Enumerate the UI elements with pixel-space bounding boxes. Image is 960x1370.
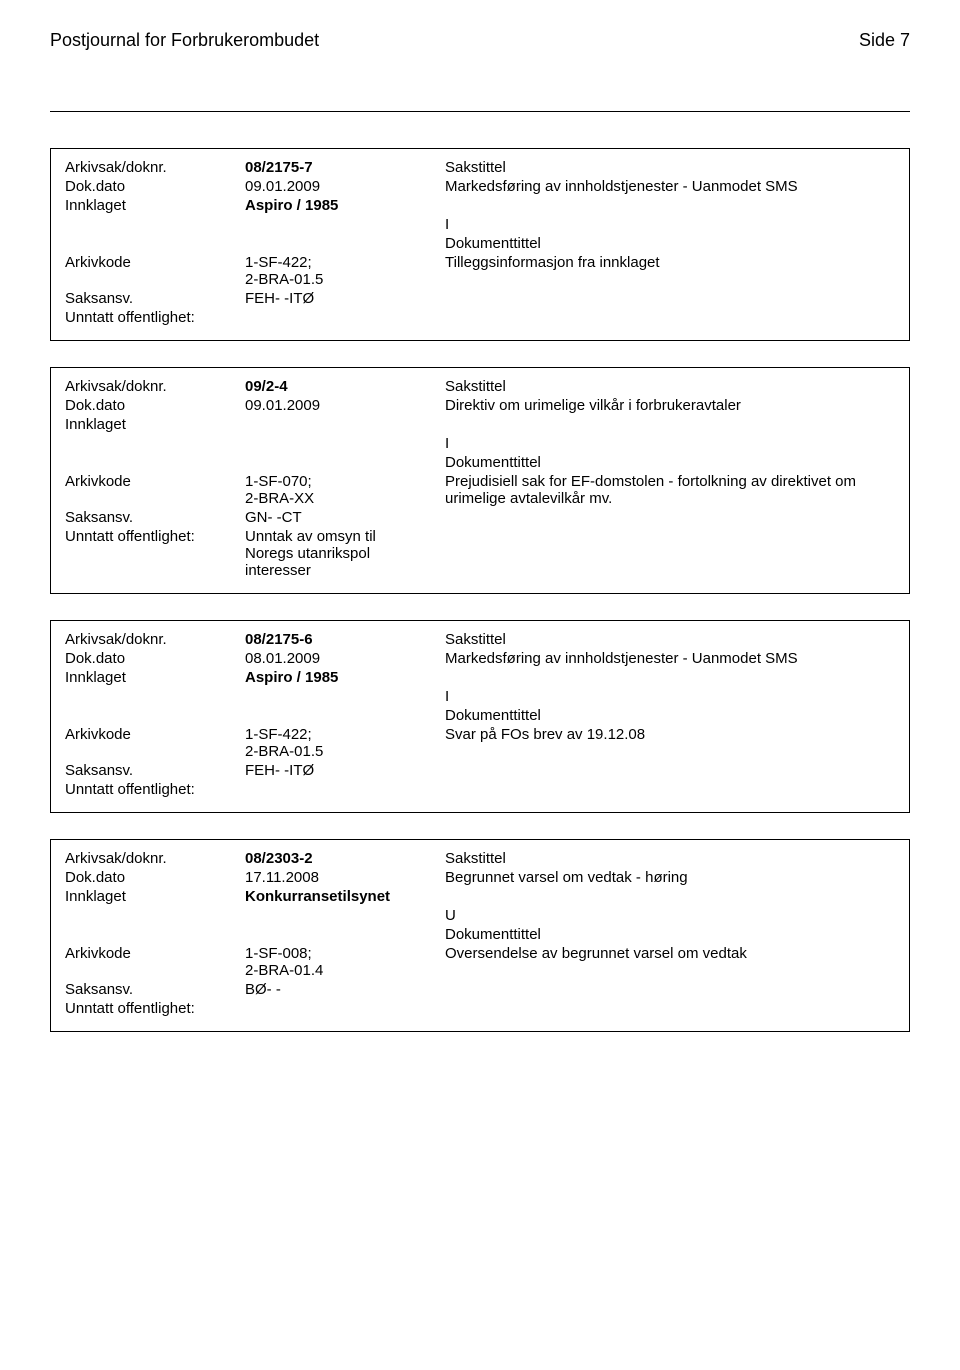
label-arkivsak: Arkivsak/doknr. <box>65 159 245 176</box>
value-arkivkode: 1-SF-070; 2-BRA-XX <box>245 473 445 507</box>
value-sakstittel: Begrunnet varsel om vedtak - høring <box>445 869 895 886</box>
value-arkivsak: 08/2175-7 <box>245 159 445 176</box>
value-saksansv: GN- -CT <box>245 509 445 526</box>
label-innklaget: Innklaget <box>65 416 245 433</box>
label-dokumenttittel: Dokumenttittel <box>445 707 895 724</box>
value-io: I <box>445 435 895 452</box>
label-saksansv: Saksansv. <box>65 509 245 526</box>
value-arkivsak: 08/2175-6 <box>245 631 445 648</box>
label-dokdato: Dok.dato <box>65 869 245 886</box>
record: Arkivsak/doknr. 08/2175-7 Sakstittel Dok… <box>50 148 910 341</box>
value-doktittel: Oversendelse av begrunnet varsel om vedt… <box>445 945 895 962</box>
label-dokdato: Dok.dato <box>65 650 245 667</box>
label-saksansv: Saksansv. <box>65 290 245 307</box>
value-arkivsak: 08/2303-2 <box>245 850 445 867</box>
value-saksansv: FEH- -ITØ <box>245 762 445 779</box>
label-innklaget: Innklaget <box>65 669 245 686</box>
label-unntatt: Unntatt offentlighet: <box>65 528 245 545</box>
label-arkivkode: Arkivkode <box>65 473 245 490</box>
label-dokdato: Dok.dato <box>65 178 245 195</box>
label-dokumenttittel: Dokumenttittel <box>445 235 895 252</box>
label-unntatt: Unntatt offentlighet: <box>65 1000 245 1017</box>
label-dokumenttittel: Dokumenttittel <box>445 926 895 943</box>
page-header: Postjournal for Forbrukerombudet Side 7 <box>50 30 910 51</box>
label-arkivsak: Arkivsak/doknr. <box>65 631 245 648</box>
record: Arkivsak/doknr. 08/2175-6 Sakstittel Dok… <box>50 620 910 813</box>
value-dokdato: 17.11.2008 <box>245 869 445 886</box>
header-rule <box>50 111 910 112</box>
value-sakstittel: Markedsføring av innholdstjenester - Uan… <box>445 650 895 667</box>
record: Arkivsak/doknr. 08/2303-2 Sakstittel Dok… <box>50 839 910 1032</box>
value-saksansv: BØ- - <box>245 981 445 998</box>
label-sakstittel: Sakstittel <box>445 378 895 395</box>
label-saksansv: Saksansv. <box>65 981 245 998</box>
page-number: Side 7 <box>859 30 910 51</box>
label-dokumenttittel: Dokumenttittel <box>445 454 895 471</box>
value-arkivsak: 09/2-4 <box>245 378 445 395</box>
records-container: Arkivsak/doknr. 08/2175-7 Sakstittel Dok… <box>50 148 910 1032</box>
value-io: I <box>445 216 895 233</box>
record: Arkivsak/doknr. 09/2-4 Sakstittel Dok.da… <box>50 367 910 594</box>
label-dokdato: Dok.dato <box>65 397 245 414</box>
page-title: Postjournal for Forbrukerombudet <box>50 30 319 51</box>
label-unntatt: Unntatt offentlighet: <box>65 309 245 326</box>
label-sakstittel: Sakstittel <box>445 159 895 176</box>
value-doktittel: Prejudisiell sak for EF-domstolen - fort… <box>445 473 895 507</box>
value-arkivkode: 1-SF-422; 2-BRA-01.5 <box>245 254 445 288</box>
label-sakstittel: Sakstittel <box>445 850 895 867</box>
value-arkivkode: 1-SF-422; 2-BRA-01.5 <box>245 726 445 760</box>
value-innklaget: Konkurransetilsynet <box>245 888 445 905</box>
label-sakstittel: Sakstittel <box>445 631 895 648</box>
value-arkivkode: 1-SF-008; 2-BRA-01.4 <box>245 945 445 979</box>
value-unntatt: Unntak av omsyn til Noregs utanrikspol i… <box>245 528 445 579</box>
value-sakstittel: Direktiv om urimelige vilkår i forbruker… <box>445 397 895 414</box>
value-innklaget: Aspiro / 1985 <box>245 669 445 686</box>
label-arkivkode: Arkivkode <box>65 945 245 962</box>
value-dokdato: 08.01.2009 <box>245 650 445 667</box>
label-saksansv: Saksansv. <box>65 762 245 779</box>
label-arkivkode: Arkivkode <box>65 254 245 271</box>
label-arkivsak: Arkivsak/doknr. <box>65 378 245 395</box>
value-io: U <box>445 907 895 924</box>
value-sakstittel: Markedsføring av innholdstjenester - Uan… <box>445 178 895 195</box>
label-innklaget: Innklaget <box>65 888 245 905</box>
label-innklaget: Innklaget <box>65 197 245 214</box>
label-arkivkode: Arkivkode <box>65 726 245 743</box>
value-io: I <box>445 688 895 705</box>
value-saksansv: FEH- -ITØ <box>245 290 445 307</box>
value-dokdato: 09.01.2009 <box>245 178 445 195</box>
value-doktittel: Svar på FOs brev av 19.12.08 <box>445 726 895 743</box>
label-arkivsak: Arkivsak/doknr. <box>65 850 245 867</box>
value-dokdato: 09.01.2009 <box>245 397 445 414</box>
label-unntatt: Unntatt offentlighet: <box>65 781 245 798</box>
value-doktittel: Tilleggsinformasjon fra innklaget <box>445 254 895 271</box>
value-innklaget: Aspiro / 1985 <box>245 197 445 214</box>
